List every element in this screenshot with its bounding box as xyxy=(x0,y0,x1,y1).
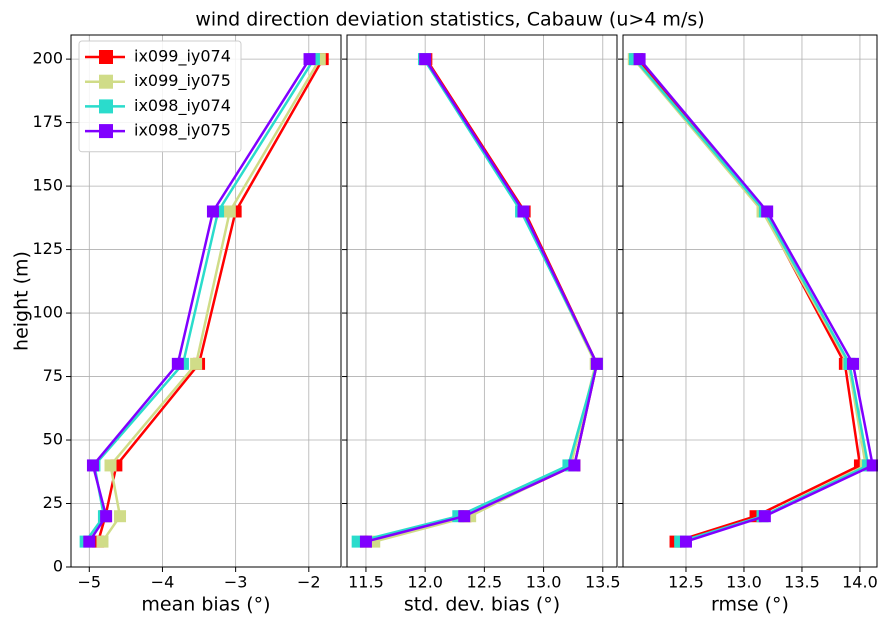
plot-frame xyxy=(70,34,342,568)
legend-marker xyxy=(99,74,113,89)
marker xyxy=(590,357,603,370)
marker xyxy=(104,459,117,472)
x-axis-label: rmse (°) xyxy=(711,594,789,616)
legend-label: ix099_iy074 xyxy=(134,47,231,67)
marker xyxy=(206,205,219,218)
x-tick-label: 13.0 xyxy=(526,573,562,592)
y-tick-label: 75 xyxy=(43,366,63,385)
y-tick-label: 200 xyxy=(32,49,63,68)
x-axis-label: mean bias (°) xyxy=(141,594,270,616)
x-tick-label: 12.5 xyxy=(668,573,704,592)
legend-marker xyxy=(99,50,113,64)
legend-label: ix099_iy075 xyxy=(134,71,231,91)
y-tick-label: 25 xyxy=(43,493,63,512)
marker xyxy=(761,205,774,218)
y-tick-label: 0 xyxy=(53,557,63,576)
marker xyxy=(866,459,878,472)
marker xyxy=(100,510,113,523)
legend-box xyxy=(78,40,242,153)
series-line xyxy=(632,58,868,543)
plot-frame xyxy=(346,34,618,568)
x-tick-label: 13.5 xyxy=(784,573,820,592)
marker xyxy=(568,459,581,472)
marker xyxy=(419,53,432,66)
x-tick-label: −3 xyxy=(224,573,248,592)
marker xyxy=(679,535,692,548)
x-tick-label: 12.5 xyxy=(467,573,503,592)
marker xyxy=(303,53,316,66)
marker xyxy=(96,535,109,548)
legend-label: ix098_iy075 xyxy=(134,121,231,141)
marker xyxy=(359,535,372,548)
marker xyxy=(114,510,127,523)
series-line xyxy=(633,58,870,543)
marker xyxy=(190,357,203,370)
x-axis-label: std. dev. bias (°) xyxy=(404,594,560,616)
marker xyxy=(223,205,236,218)
y-tick-label: 150 xyxy=(32,176,63,195)
y-axis-label: height (m) xyxy=(11,251,33,351)
legend-label: ix098_iy074 xyxy=(134,96,231,116)
x-tick-label: 13.0 xyxy=(726,573,762,592)
y-tick-label: 125 xyxy=(32,239,63,258)
legend-marker xyxy=(99,99,113,114)
x-tick-label: 12.0 xyxy=(407,573,443,592)
figure-title: wind direction deviation statistics, Cab… xyxy=(195,9,704,31)
x-tick-label: 13.5 xyxy=(585,573,621,592)
series-line xyxy=(357,58,599,543)
series-line xyxy=(638,58,875,543)
y-tick-label: 100 xyxy=(32,303,63,322)
series-line xyxy=(636,58,862,543)
marker xyxy=(83,535,96,548)
y-tick-label: 50 xyxy=(43,430,63,449)
legend-marker xyxy=(99,124,113,139)
marker xyxy=(458,510,471,523)
plot-frame xyxy=(622,34,878,568)
x-tick-label: 11.5 xyxy=(348,573,384,592)
marker xyxy=(517,205,530,218)
marker xyxy=(171,357,184,370)
marker xyxy=(633,53,646,66)
marker xyxy=(758,510,771,523)
y-tick-label: 175 xyxy=(32,112,63,131)
x-tick-label: 14.0 xyxy=(842,573,878,592)
x-tick-label: −4 xyxy=(151,573,175,592)
marker xyxy=(86,459,99,472)
series-line xyxy=(365,58,599,543)
x-tick-label: −5 xyxy=(77,573,101,592)
x-tick-label: −2 xyxy=(297,573,321,592)
marker xyxy=(846,357,859,370)
